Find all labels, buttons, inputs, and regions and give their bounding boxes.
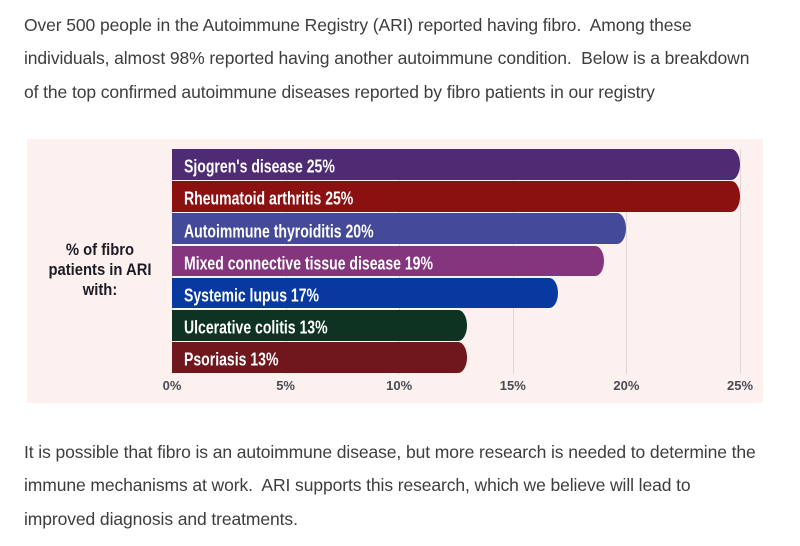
y-axis-title-line-2: patients in ARI (48, 260, 152, 279)
y-axis-title-line-3: with: (82, 280, 118, 299)
bar-sjogren-s-disease[interactable]: Sjogren's disease 25% (172, 149, 740, 180)
bar-label: Autoimmune thyroiditis 20% (184, 221, 374, 242)
intro-line-3: of the top confirmed autoimmune diseases… (24, 81, 655, 102)
outro-line-3: improved diagnosis and treatments. (24, 508, 298, 529)
outro-line-1: It is possible that fibro is an autoimmu… (24, 442, 756, 462)
bar-autoimmune-thyroiditis[interactable]: Autoimmune thyroiditis 20% (172, 213, 627, 244)
intro-line-2: individuals, almost 98% reported having … (24, 48, 750, 69)
x-axis-tick-20%: 20% (613, 378, 640, 393)
x-axis-tick-25%: 25% (726, 378, 754, 393)
gridline-25% (740, 149, 741, 374)
x-axis-tick-10%: 10% (386, 378, 413, 393)
bar-label: Sjogren's disease 25% (184, 156, 335, 177)
bar-label: Systemic lupus 17% (184, 285, 320, 306)
y-axis-title: % of fibro patients in ARI with: (36, 240, 163, 300)
bar-chart: % of fibro patients in ARI with: Sjogren… (27, 139, 763, 403)
bar-rheumatoid-arthritis[interactable]: Rheumatoid arthritis 25% (172, 181, 740, 212)
bar-label: Ulcerative colitis 13% (184, 317, 328, 338)
x-axis-tick-5%: 5% (276, 378, 295, 393)
intro-line-1: Over 500 people in the Autoimmune Regist… (24, 15, 692, 35)
intro-paragraph: Over 500 people in the Autoimmune Regist… (24, 9, 776, 109)
bar-systemic-lupus[interactable]: Systemic lupus 17% (172, 277, 559, 309)
bar-label: Rheumatoid arthritis 25% (184, 188, 354, 209)
x-axis-tick-15%: 15% (499, 378, 526, 393)
bar-label: Mixed connective tissue disease 19% (184, 253, 433, 274)
x-axis-tick-0%: 0% (162, 378, 182, 393)
bar-label: Psoriasis 13% (184, 349, 279, 370)
outro-line-2: immune mechanisms at work. ARI supports … (24, 475, 691, 496)
gridline-20% (626, 149, 628, 374)
y-axis-title-line-1: % of fibro (65, 240, 135, 259)
bar-mixed-connective-tissue-disease[interactable]: Mixed connective tissue disease 19% (172, 245, 604, 277)
bar-ulcerative-colitis[interactable]: Ulcerative colitis 13% (172, 310, 468, 341)
bar-psoriasis[interactable]: Psoriasis 13% (172, 342, 468, 373)
outro-paragraph: It is possible that fibro is an autoimmu… (24, 436, 776, 536)
